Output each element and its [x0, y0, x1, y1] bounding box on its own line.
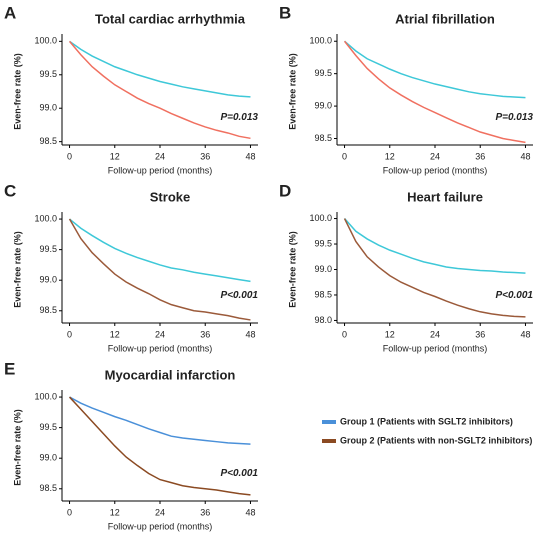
- y-tick-label: 98.5: [39, 483, 57, 493]
- y-tick-label: 99.5: [314, 238, 332, 248]
- x-tick-label: 12: [385, 329, 395, 339]
- panel-title: Heart failure: [407, 189, 483, 204]
- panel-title: Atrial fibrillation: [395, 11, 495, 26]
- x-axis-label: Follow-up period (months): [383, 343, 488, 353]
- x-tick-label: 0: [342, 151, 347, 161]
- y-tick-label: 100.0: [34, 213, 57, 223]
- panel-title: Myocardial infarction: [105, 367, 236, 382]
- x-tick-label: 36: [200, 507, 210, 517]
- survival-curve: [69, 40, 251, 98]
- survival-curve: [68, 218, 251, 321]
- x-axis-label: Follow-up period (months): [383, 165, 488, 175]
- x-tick-label: 24: [155, 329, 165, 339]
- survival-curve: [68, 40, 251, 140]
- y-tick-label: 99.5: [39, 69, 57, 79]
- y-tick-label: 100.0: [309, 213, 332, 223]
- panel-letter: A: [4, 3, 16, 22]
- y-tick-label: 98.5: [39, 136, 57, 146]
- y-axis-label: Even-free rate (%): [12, 409, 22, 486]
- y-axis-label: Even-free rate (%): [287, 53, 297, 130]
- survival-curve: [68, 396, 251, 496]
- survival-curve: [343, 218, 526, 274]
- survival-curve: [69, 396, 251, 445]
- x-tick-label: 0: [67, 507, 72, 517]
- legend-label: Group 1 (Patients with SGLT2 inhibitors): [340, 416, 513, 426]
- y-tick-label: 98.5: [39, 305, 57, 315]
- p-value: P<0.001: [220, 290, 258, 301]
- y-tick-label: 99.0: [39, 453, 57, 463]
- y-axis-label: Even-free rate (%): [287, 231, 297, 308]
- legend-swatch: [322, 420, 336, 424]
- y-tick-label: 100.0: [34, 391, 57, 401]
- x-tick-label: 24: [155, 151, 165, 161]
- x-axis-label: Follow-up period (months): [108, 165, 213, 175]
- y-tick-label: 99.0: [39, 103, 57, 113]
- p-value: P=0.013: [495, 112, 533, 123]
- y-tick-label: 98.5: [314, 133, 332, 143]
- x-tick-label: 24: [430, 151, 440, 161]
- y-tick-label: 99.5: [39, 244, 57, 254]
- y-tick-label: 99.5: [39, 422, 57, 432]
- x-tick-label: 36: [200, 151, 210, 161]
- y-tick-label: 99.5: [314, 68, 332, 78]
- y-axis-label: Even-free rate (%): [12, 231, 22, 308]
- x-tick-label: 0: [67, 151, 72, 161]
- x-tick-label: 12: [110, 151, 120, 161]
- survival-curve: [344, 40, 526, 99]
- x-tick-label: 48: [520, 151, 530, 161]
- y-tick-label: 100.0: [34, 36, 57, 46]
- y-tick-label: 98.5: [314, 289, 332, 299]
- x-tick-label: 0: [67, 329, 72, 339]
- y-tick-label: 99.0: [314, 100, 332, 110]
- x-tick-label: 24: [155, 507, 165, 517]
- y-tick-label: 100.0: [309, 36, 332, 46]
- y-tick-label: 98.0: [314, 315, 332, 325]
- x-axis-label: Follow-up period (months): [108, 521, 213, 531]
- y-tick-label: 99.0: [39, 275, 57, 285]
- panel-letter: D: [279, 181, 291, 200]
- x-tick-label: 48: [245, 507, 255, 517]
- y-axis-label: Even-free rate (%): [12, 53, 22, 130]
- x-tick-label: 36: [475, 151, 485, 161]
- survival-curve: [343, 40, 526, 144]
- survival-curve: [69, 218, 251, 283]
- p-value: P=0.013: [220, 112, 258, 123]
- panel-letter: C: [4, 181, 16, 200]
- x-tick-label: 48: [520, 329, 530, 339]
- panel-letter: E: [4, 359, 15, 378]
- x-tick-label: 48: [245, 151, 255, 161]
- legend-swatch: [322, 439, 336, 443]
- panel-letter: B: [279, 3, 291, 22]
- x-tick-label: 0: [342, 329, 347, 339]
- x-tick-label: 12: [385, 151, 395, 161]
- x-tick-label: 24: [430, 329, 440, 339]
- y-tick-label: 99.0: [314, 264, 332, 274]
- p-value: P<0.001: [495, 290, 533, 301]
- x-tick-label: 12: [110, 507, 120, 517]
- panel-title: Stroke: [150, 189, 190, 204]
- x-axis-label: Follow-up period (months): [108, 343, 213, 353]
- x-tick-label: 48: [245, 329, 255, 339]
- panel-title: Total cardiac arrhythmia: [95, 11, 246, 26]
- x-tick-label: 12: [110, 329, 120, 339]
- survival-curve: [343, 218, 526, 318]
- legend-label: Group 2 (Patients with non-SGLT2 inhibit…: [340, 435, 532, 445]
- p-value: P<0.001: [220, 468, 258, 479]
- x-tick-label: 36: [200, 329, 210, 339]
- x-tick-label: 36: [475, 329, 485, 339]
